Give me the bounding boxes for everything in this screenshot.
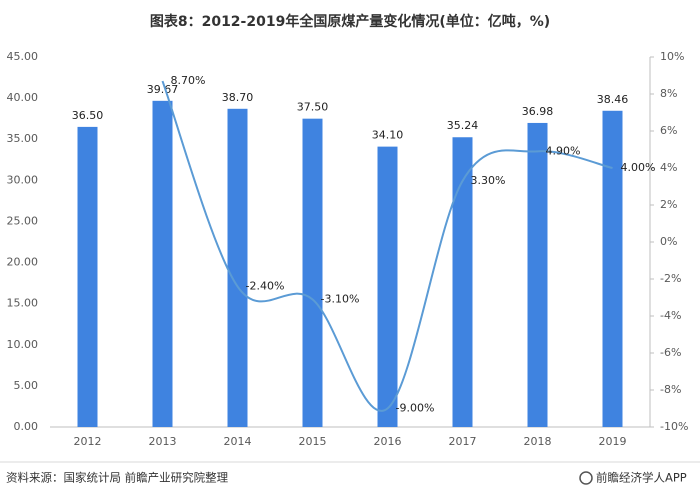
x-tick-label: 2012 — [74, 435, 102, 448]
brand: 前瞻经济学人APP — [596, 471, 687, 485]
line-value-label: 4.90% — [546, 144, 581, 157]
chart-title: 图表8：2012-2019年全国原煤产量变化情况(单位：亿吨，%) — [150, 13, 550, 30]
y-tick-label: 45.00 — [7, 50, 39, 63]
y2-tick-label: -2% — [660, 272, 681, 285]
x-tick-label: 2016 — [374, 435, 402, 448]
bar — [602, 110, 623, 428]
bar — [527, 122, 548, 427]
y2-tick-label: -6% — [660, 346, 681, 359]
bar-value-label: 37.50 — [297, 101, 329, 114]
y2-tick-label: 2% — [660, 198, 677, 211]
x-tick-label: 2013 — [149, 435, 177, 448]
y-tick-label: 20.00 — [7, 256, 39, 269]
brand-icon — [579, 471, 593, 485]
x-tick-label: 2014 — [224, 435, 252, 448]
y-tick-label: 30.00 — [7, 173, 39, 186]
y2-tick-label: 6% — [660, 124, 677, 137]
y-tick-label: 5.00 — [14, 379, 39, 392]
bar-value-label: 34.10 — [372, 129, 404, 142]
bar — [377, 146, 398, 427]
bar — [452, 137, 473, 427]
y2-tick-label: -10% — [660, 420, 688, 433]
bar-value-label: 38.70 — [222, 91, 254, 104]
x-tick-label: 2018 — [524, 435, 552, 448]
y-tick-label: 15.00 — [7, 297, 39, 310]
bar — [152, 100, 173, 427]
bar — [77, 126, 98, 427]
line-value-label: -2.40% — [246, 279, 285, 292]
y2-tick-label: 10% — [660, 50, 684, 63]
bar — [302, 118, 323, 428]
bar-value-label: 38.46 — [597, 93, 629, 106]
y2-tick-label: 0% — [660, 235, 677, 248]
source: 资料来源：国家统计局 前瞻产业研究院整理 — [6, 471, 229, 485]
y2-tick-label: -8% — [660, 383, 681, 396]
line-value-label: -9.00% — [396, 402, 435, 415]
line-value-label: 4.00% — [621, 161, 656, 174]
y-tick-label: 10.00 — [7, 338, 39, 351]
line — [161, 80, 613, 412]
bar-value-label: 35.24 — [447, 119, 479, 132]
bar-value-label: 39.67 — [147, 83, 179, 96]
y2-tick-label: 8% — [660, 87, 677, 100]
line-value-label: 8.70% — [171, 74, 206, 87]
y-tick-label: 25.00 — [7, 214, 39, 227]
bar-value-label: 36.98 — [522, 105, 554, 118]
y2-tick-label: 4% — [660, 161, 677, 174]
y-tick-label: 0.00 — [14, 420, 39, 433]
x-tick-label: 2015 — [299, 435, 327, 448]
bar-value-label: 36.50 — [72, 109, 104, 122]
line-value-label: 3.30% — [471, 174, 506, 187]
x-tick-label: 2017 — [449, 435, 477, 448]
y-tick-label: 40.00 — [7, 91, 39, 104]
bar — [227, 108, 248, 428]
y2-tick-label: -4% — [660, 309, 681, 322]
line-value-label: -3.10% — [321, 292, 360, 305]
y-tick-label: 35.00 — [7, 132, 39, 145]
x-tick-label: 2019 — [599, 435, 627, 448]
